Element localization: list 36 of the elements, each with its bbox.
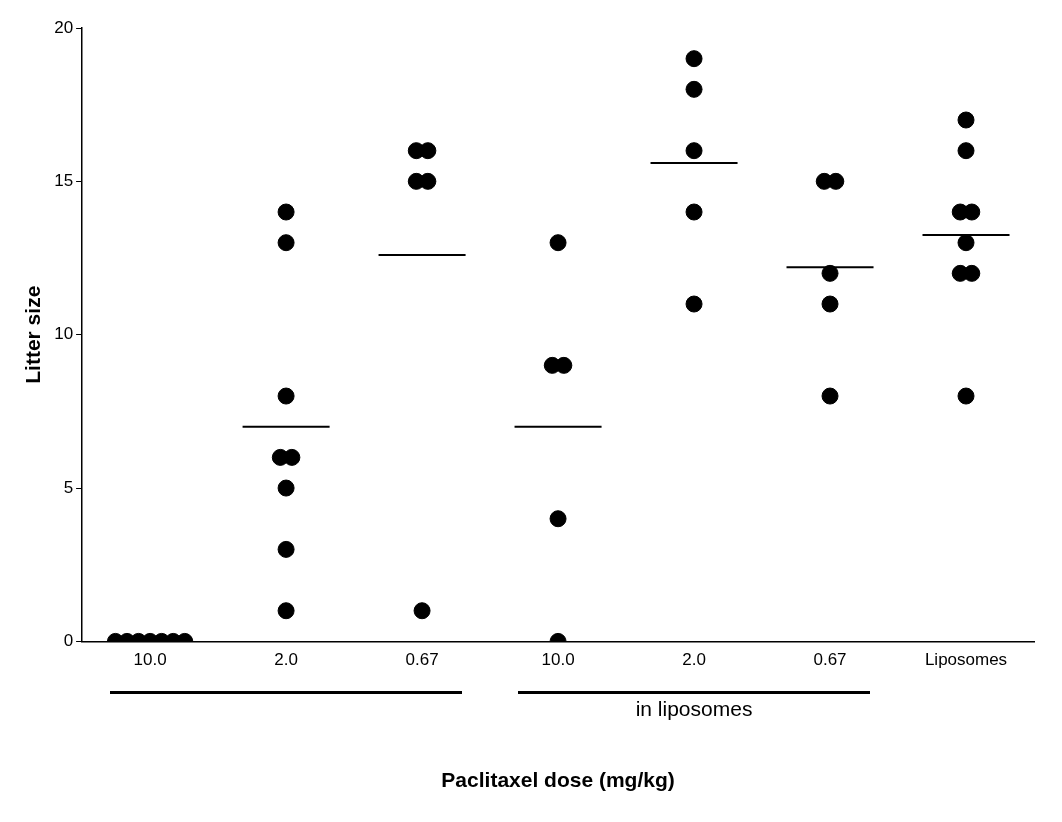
x-tick-label: 0.67 (813, 650, 847, 670)
point (277, 234, 295, 252)
point (685, 203, 703, 221)
x-tick-label: 2.0 (682, 650, 706, 670)
point (957, 387, 975, 405)
point (685, 80, 703, 98)
point (685, 50, 703, 68)
x-tick-label: 10.0 (133, 650, 167, 670)
point (821, 387, 839, 405)
x-axis-title: Paclitaxel dose (mg/kg) (441, 768, 675, 792)
point (685, 142, 703, 160)
point (277, 602, 295, 620)
point (413, 602, 431, 620)
point (685, 295, 703, 313)
point (821, 295, 839, 313)
point (549, 510, 567, 528)
point (277, 203, 295, 221)
y-axis-title: Litter size (21, 285, 45, 384)
point (277, 479, 295, 497)
y-tick-label: 20 (54, 17, 74, 37)
point (277, 387, 295, 405)
point (549, 234, 567, 252)
y-tick-label: 10 (54, 324, 74, 344)
x-tick-label: 0.67 (405, 650, 439, 670)
y-tick-label: 0 (63, 631, 74, 651)
x-tick-label: Liposomes (924, 650, 1008, 670)
x-tick-label: 10.0 (541, 650, 575, 670)
point (957, 234, 975, 252)
text: in liposomes (634, 697, 754, 722)
point (957, 142, 975, 160)
y-tick-label: 5 (63, 477, 74, 497)
y-tick-label: 15 (54, 171, 74, 191)
point (821, 264, 839, 282)
x-tick-label: 2.0 (274, 650, 298, 670)
point (957, 111, 975, 129)
point (277, 540, 295, 558)
